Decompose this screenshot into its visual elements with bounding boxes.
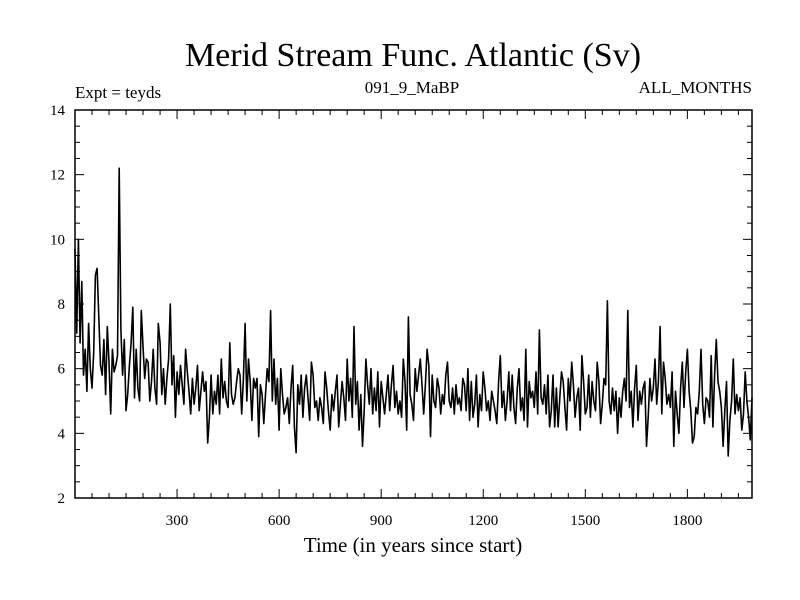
x-tick-label: 900 xyxy=(370,513,393,529)
chart-subtitle-left: Expt = teyds xyxy=(75,83,161,102)
y-tick-label: 10 xyxy=(50,232,65,248)
series-line xyxy=(74,167,753,457)
y-tick-label: 2 xyxy=(58,491,66,507)
axis-ticks xyxy=(75,110,752,498)
plot-frame xyxy=(74,109,753,499)
y-tick-label: 14 xyxy=(50,103,66,119)
y-tick-label: 4 xyxy=(58,426,66,442)
chart-subtitle-right: ALL_MONTHS xyxy=(639,78,752,97)
chart-subtitle-center: 091_9_MaBP xyxy=(365,78,459,97)
x-tick-label: 1500 xyxy=(570,513,600,529)
x-tick-label: 600 xyxy=(268,513,291,529)
x-tick-label: 1200 xyxy=(468,513,498,529)
y-tick-label: 6 xyxy=(58,362,66,378)
x-tick-label: 1800 xyxy=(672,513,702,529)
y-tick-label: 8 xyxy=(58,297,66,313)
axis-tick-labels: 300 600 900 1200 1500 1800 2 4 6 8 10 12 14 xyxy=(50,103,702,529)
chart-title: Merid Stream Func. Atlantic (Sv) xyxy=(185,37,641,74)
y-tick-label: 12 xyxy=(50,168,65,184)
x-tick-label: 300 xyxy=(166,513,189,529)
x-axis-label: Time (in years since start) xyxy=(304,533,523,557)
